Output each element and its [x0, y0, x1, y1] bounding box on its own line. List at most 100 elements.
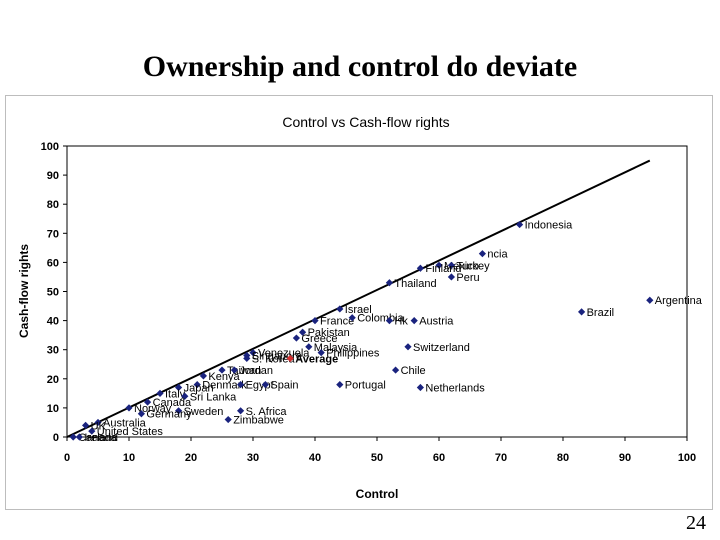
- x-tick-label: 0: [64, 452, 70, 464]
- x-axis-title: Control: [356, 487, 399, 501]
- y-tick-label: 0: [53, 432, 59, 444]
- data-point-marker: [385, 279, 393, 287]
- y-axis-title: Cash-flow rights: [17, 244, 31, 338]
- data-point-marker: [348, 314, 356, 322]
- data-point-label: Average: [295, 353, 338, 365]
- data-point-label: Finland: [425, 263, 461, 275]
- data-point-marker: [516, 220, 524, 229]
- data-point-marker: [218, 366, 226, 374]
- data-point-marker: [447, 273, 455, 281]
- data-point-label: Sweden: [184, 406, 224, 418]
- data-point-marker: [336, 381, 344, 389]
- data-point-marker: [125, 404, 133, 412]
- y-tick-label: 20: [47, 374, 59, 386]
- data-point-marker: [646, 296, 654, 304]
- data-point-label: Indonesia: [525, 220, 574, 232]
- data-point-marker: [317, 349, 325, 357]
- data-point-label: Australia: [103, 417, 147, 429]
- data-point-marker: [237, 407, 245, 415]
- data-point-marker: [243, 354, 251, 363]
- data-point-marker: [392, 366, 400, 374]
- data-point-label: Netherlands: [425, 383, 485, 395]
- data-point-marker: [144, 398, 152, 406]
- data-point-label: Philippines: [326, 348, 380, 360]
- data-point-marker: [224, 415, 232, 424]
- data-point-label: Canada: [78, 432, 117, 444]
- data-point-marker: [193, 381, 201, 389]
- data-point-marker: [404, 343, 412, 351]
- scatter-chart: Control vs Cash-flow rights 0 10 20 30 40 50 6…: [17, 114, 703, 501]
- data-point-label: Germany: [146, 409, 192, 421]
- data-point-marker: [237, 381, 245, 389]
- data-point-label: Chile: [401, 365, 426, 377]
- data-point-marker: [447, 261, 455, 269]
- x-tick-label: 20: [185, 452, 197, 464]
- page-number: 24: [686, 512, 706, 534]
- data-point-marker: [199, 372, 207, 380]
- x-tick-label: 60: [433, 452, 445, 464]
- x-tick-label: 80: [557, 452, 569, 464]
- data-point-label: France: [320, 316, 354, 328]
- data-point-label: ncia: [487, 249, 508, 261]
- data-point-label: Norway: [134, 403, 172, 415]
- slide-title: Ownership and control do deviate: [142, 50, 578, 83]
- x-tick-label: 70: [495, 452, 507, 464]
- data-point-marker: [478, 250, 486, 258]
- data-point-marker: [410, 317, 418, 325]
- x-axis-ticks: 0 10 20 30 40 50 60 70 80 90 100: [64, 437, 696, 464]
- data-point-label: Sri Lanka: [190, 391, 237, 403]
- data-point-marker: [261, 381, 269, 389]
- data-point-label: United States: [97, 426, 164, 438]
- y-tick-label: 40: [47, 316, 59, 328]
- data-point-marker: [385, 317, 393, 325]
- data-point-label: S. Africa: [246, 406, 288, 418]
- y-tick-label: 100: [41, 141, 59, 153]
- data-point-marker: [175, 407, 183, 415]
- y-tick-label: 30: [47, 345, 59, 357]
- data-point-marker: [75, 433, 83, 441]
- data-point-marker: [578, 308, 586, 316]
- data-point-label: Israel: [345, 304, 372, 316]
- x-tick-label: 50: [371, 452, 383, 464]
- data-point-label: Switzerland: [413, 342, 470, 354]
- data-point-label: Venezuela: [258, 348, 310, 360]
- data-point-marker: [156, 389, 164, 397]
- x-tick-label: 10: [123, 452, 135, 464]
- data-point-label: Ireland: [84, 432, 118, 444]
- data-point-marker: [249, 349, 257, 357]
- data-point-marker: [82, 421, 90, 429]
- data-point-label: S. Korea: [252, 353, 296, 365]
- trend-line-group: [66, 159, 651, 438]
- data-point-marker: [94, 418, 102, 427]
- chart-title: Control vs Cash-flow rights: [282, 114, 449, 130]
- x-tick-label: 40: [309, 452, 321, 464]
- data-point-label: Denmark: [202, 380, 247, 392]
- data-point-marker: [416, 264, 424, 272]
- data-point-label: Colombia: [357, 313, 404, 325]
- y-tick-label: 50: [47, 287, 59, 299]
- data-point-label: Hk: [394, 316, 408, 328]
- y-tick-label: 10: [47, 403, 59, 415]
- data-point-label: Kenya: [208, 371, 240, 383]
- x-tick-label: 100: [678, 452, 696, 464]
- data-point-label: Spain: [270, 380, 298, 392]
- data-point-marker: [69, 433, 77, 441]
- data-point-label: Pakistan: [308, 327, 350, 339]
- data-point-label: Argentina: [655, 295, 703, 307]
- data-point-label: Turkey: [456, 260, 490, 272]
- trend-line: [66, 159, 651, 438]
- data-point-marker: [175, 383, 183, 392]
- data-point-label: Jordan: [239, 365, 273, 377]
- data-point-label: Zimbabwe: [233, 415, 284, 427]
- data-point-marker: [416, 383, 424, 392]
- data-point-label: Brazil: [587, 307, 615, 319]
- data-point-marker: [137, 410, 145, 418]
- data-point-marker: [435, 261, 443, 269]
- y-tick-label: 70: [47, 228, 59, 240]
- data-point-label: Italy: [165, 388, 186, 400]
- data-point-marker: [286, 354, 294, 363]
- x-tick-label: 30: [247, 452, 259, 464]
- y-axis-ticks: 0 10 20 30 40 50 60 70 80 90 100: [41, 141, 67, 444]
- data-point-label: Austria: [419, 316, 454, 328]
- data-point-label: Thailand: [394, 278, 436, 290]
